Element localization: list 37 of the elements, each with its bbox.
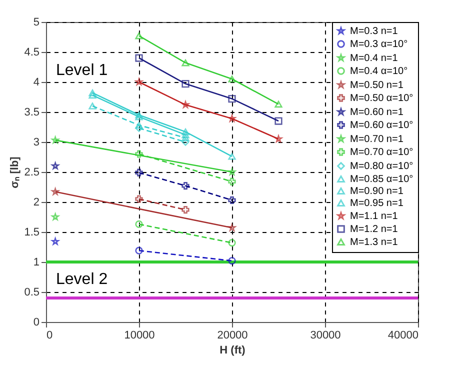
x-tick-label: 10000: [124, 330, 155, 342]
y-tick-label: 5: [33, 16, 40, 28]
legend-label: M=0.60 α=10°: [350, 120, 414, 131]
y-tick-label: 0: [33, 316, 40, 328]
legend-label: M=0.80 α=10°: [350, 161, 414, 172]
y-axis-title: σₙ [lb]: [9, 156, 22, 188]
annotation: Level 2: [56, 271, 108, 288]
y-tick-label: 2: [33, 196, 40, 208]
x-tick-label: 30000: [310, 330, 341, 342]
legend-label: M=0.3 n=1: [350, 26, 398, 37]
legend-label: M=0.90 n=1: [350, 186, 404, 197]
x-tick-label: 20000: [217, 330, 248, 342]
legend-label: M=0.85 α=10°: [350, 174, 414, 185]
x-tick-label: 0: [46, 330, 53, 342]
legend-label: M=0.4 n=1: [350, 53, 398, 64]
legend-label: M=1.3 n=1: [350, 237, 398, 248]
x-tick-label: 40000: [388, 330, 418, 342]
y-tick-label: 0.5: [24, 286, 40, 298]
y-tick-label: 4.5: [24, 46, 40, 58]
x-axis-title: H (ft): [220, 344, 246, 356]
legend-label: M=0.95 n=1: [350, 198, 404, 209]
legend-label: M=0.60 n=1: [350, 107, 404, 118]
y-tick-label: 1.5: [24, 226, 40, 238]
legend-label: M=0.50 n=1: [350, 80, 404, 91]
y-tick-label: 4: [33, 76, 40, 88]
y-tick-label: 2.5: [24, 166, 40, 178]
legend-label: M=1.2 n=1: [350, 224, 398, 235]
y-tick-label: 3: [33, 136, 40, 148]
legend-label: M=0.50 α=10°: [350, 93, 414, 104]
legend-label: M=0.4 α=10°: [350, 66, 408, 77]
annotation: Level 1: [56, 62, 108, 79]
legend-label: M=1.1 n=1: [350, 211, 398, 222]
y-tick-label: 1: [33, 256, 40, 268]
legend-label: M=0.70 n=1: [350, 134, 404, 145]
y-tick-label: 3.5: [24, 106, 40, 118]
legend-label: M=0.3 α=10°: [350, 39, 408, 50]
legend-label: M=0.70 α=10°: [350, 147, 414, 158]
